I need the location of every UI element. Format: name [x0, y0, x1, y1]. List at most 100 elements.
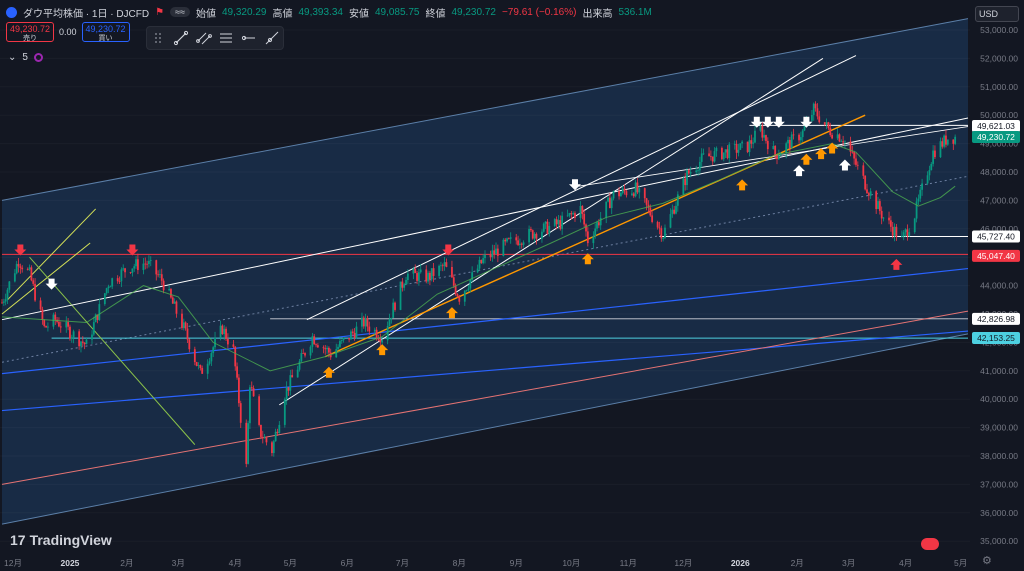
candle-body	[32, 280, 35, 284]
yellow-channel-line-2	[7, 208, 97, 301]
candle-body	[258, 396, 261, 425]
buy-price: 49,230.72	[85, 24, 126, 34]
candle-body	[261, 436, 264, 439]
compare-toggle[interactable]: ≈≈	[170, 7, 190, 17]
candle-body	[660, 228, 663, 239]
country-flag-icon[interactable]	[921, 538, 939, 550]
price-tick-label: 36,000.00	[980, 508, 1018, 518]
candle-body	[555, 219, 558, 225]
tradingview-logo[interactable]: 17 TradingView	[10, 532, 112, 548]
candle-body	[599, 217, 602, 226]
candle-body	[662, 238, 665, 239]
candle-body	[875, 191, 878, 210]
candle-body	[623, 188, 626, 192]
candle-body	[772, 145, 775, 150]
candle-body	[458, 296, 461, 302]
candle-body	[798, 134, 800, 141]
candle-body	[81, 341, 84, 343]
flag-icon[interactable]: ⚑	[155, 6, 165, 18]
candle-body	[546, 221, 549, 234]
regression-channel	[1, 18, 969, 525]
candle-body	[107, 286, 110, 289]
candle-body	[919, 189, 922, 199]
sell-button[interactable]: 49,230.72 売り	[6, 22, 54, 42]
trade-panel: 49,230.72 売り 0.00 49,230.72 買い	[6, 22, 130, 42]
candle-body	[849, 141, 852, 152]
buy-button[interactable]: 49,230.72 買い	[81, 22, 130, 42]
candle-body	[583, 214, 586, 225]
volume-label: 出来高	[582, 8, 613, 20]
candle-body	[840, 141, 843, 143]
candle-body	[265, 437, 268, 443]
candle-body	[405, 280, 407, 285]
signal-arrow-icon	[376, 344, 389, 356]
indicator-status-icon[interactable]	[33, 53, 43, 62]
candle-body	[291, 375, 294, 378]
candle-body	[361, 317, 363, 327]
price-label-cyan: 42,153.25	[977, 333, 1015, 343]
time-axis[interactable]: 12月 2025 2月 3月 4月 5月 6月 7月 8月 9月 10月 11月 12月 2026 2月 3月…	[4, 558, 967, 568]
candle-body	[673, 209, 676, 214]
candle-body	[399, 281, 402, 310]
settings-gear-icon[interactable]: ⚙	[982, 555, 992, 567]
parallel-channel-tool-icon[interactable]	[195, 30, 212, 46]
candle-body	[750, 140, 753, 144]
price-axis[interactable]: 53,000.00 52,000.00 51,000.00 50,000.00 49,0…	[970, 0, 1024, 571]
candle-body	[528, 228, 530, 243]
extended-line-tool-icon[interactable]	[264, 30, 280, 46]
candle-body	[530, 228, 532, 231]
drag-handle-icon[interactable]	[150, 30, 166, 46]
candle-body	[149, 260, 152, 261]
high-label: 高値	[272, 8, 293, 20]
chevron-down-icon[interactable]: ⌄	[8, 52, 17, 63]
channel-mid-line	[1, 175, 969, 363]
candle-body	[432, 268, 435, 276]
currency-selector[interactable]: USD	[975, 6, 1019, 22]
candle-body	[65, 322, 68, 328]
indicators-toggle[interactable]: ⌄ 5	[8, 52, 43, 63]
signal-arrow-icon	[838, 159, 851, 171]
candle-body	[520, 243, 523, 245]
symbol-logo-icon[interactable]	[6, 6, 17, 18]
candle-body	[954, 136, 957, 144]
candle-body	[838, 134, 841, 142]
candle-body	[386, 325, 389, 341]
candle-body	[787, 139, 789, 144]
candle-body	[103, 293, 106, 305]
fib-retracement-tool-icon[interactable]	[218, 30, 234, 46]
candle-body	[825, 122, 828, 125]
candle-body	[517, 240, 519, 245]
candle-body	[377, 338, 380, 340]
candle-body	[429, 272, 431, 280]
symbol-title[interactable]: ダウ平均株価 · 1日 · DJCFD	[23, 8, 150, 20]
candle-body	[463, 290, 466, 302]
candle-body	[401, 281, 404, 288]
candle-body	[658, 227, 661, 229]
candle-body	[212, 347, 215, 354]
candle-body	[542, 223, 545, 232]
candle-body	[234, 346, 237, 367]
candle-body	[206, 363, 209, 374]
candle-body	[298, 361, 301, 370]
candle-body	[454, 285, 457, 295]
candle-body	[278, 424, 281, 434]
candle-body	[608, 197, 611, 209]
candle-body	[891, 226, 894, 236]
candle-body	[620, 192, 622, 197]
candle-body	[888, 217, 890, 221]
candle-body	[594, 228, 597, 237]
candle-body	[790, 134, 793, 149]
candle-body	[350, 331, 352, 340]
price-label-white: 42,826.98	[977, 314, 1015, 324]
candle-body	[440, 265, 442, 267]
candle-body	[952, 139, 955, 144]
time-tick-label: 3月	[172, 558, 185, 568]
candle-body	[419, 269, 422, 273]
ray-tool-icon[interactable]	[241, 30, 257, 46]
trend-line-tool-icon[interactable]	[173, 30, 189, 46]
signal-arrow-icon	[445, 307, 458, 319]
signal-arrow-icon	[800, 116, 813, 128]
price-label-white: 45,727.40	[977, 232, 1015, 242]
price-tick-label: 47,000.00	[980, 195, 1018, 205]
